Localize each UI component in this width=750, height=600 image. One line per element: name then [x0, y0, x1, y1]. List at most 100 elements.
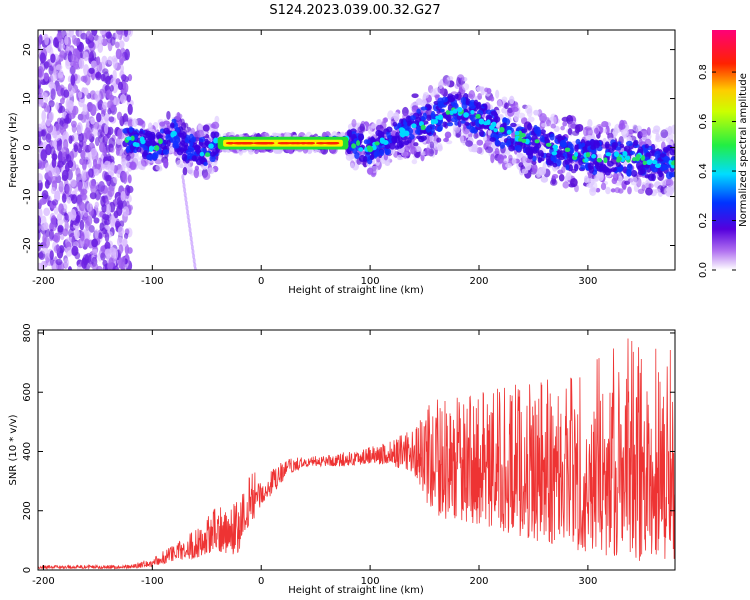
spectrogram-noise-blob	[38, 173, 43, 184]
spectrogram-noise-blob	[57, 72, 64, 79]
spectrogram-hot-blob	[420, 124, 426, 131]
spectrogram-core-blob	[470, 114, 476, 122]
spectrogram-halo-blob	[202, 172, 211, 181]
spectrogram-noise-blob	[127, 247, 133, 254]
spectrogram-noise-blob	[116, 111, 123, 121]
spectrogram-core-blob	[611, 142, 617, 150]
spectrogram-noise-blob	[83, 238, 90, 248]
spectrogram-core-blob	[407, 121, 412, 127]
spectrogram-halo-blob	[585, 127, 593, 137]
spectrogram-noise-blob	[63, 89, 70, 98]
spectrogram-noise-blob	[93, 168, 100, 176]
spectrogram-hot-blob	[551, 151, 558, 156]
spectrogram-core-blob	[499, 141, 505, 149]
spectrogram-noise-blob	[55, 102, 60, 111]
spectrogram-noise-blob	[64, 213, 69, 221]
spectrogram-core-blob	[386, 126, 393, 133]
spectrogram-noise-blob	[105, 31, 112, 39]
spectrogram-noise-blob	[127, 74, 133, 82]
spectrogram-halo-blob	[605, 125, 610, 136]
spectrogram-noise-blob	[110, 104, 116, 112]
spectrogram-halo-blob	[350, 162, 355, 169]
spectrogram-peak-blob	[315, 141, 326, 145]
spectrogram-noise-blob	[101, 204, 107, 213]
spectrogram-noise-blob	[50, 53, 56, 64]
spectrogram-noise-blob	[120, 74, 127, 82]
snr-ytick-label: 400	[22, 442, 33, 461]
spectrogram-core-blob	[589, 139, 596, 148]
spectrogram-noise-blob	[67, 160, 74, 169]
spectrogram-halo-blob	[618, 123, 626, 130]
spectrogram-core-blob	[425, 125, 431, 133]
spectrogram-noise-blob	[100, 195, 106, 208]
spectrogram-hot-blob	[493, 128, 498, 133]
spectrogram-noise-blob	[118, 40, 125, 49]
spectrogram-core-blob	[596, 165, 603, 172]
spectrogram-noise-blob	[83, 51, 89, 62]
spectrogram-halo-blob	[133, 153, 140, 163]
spectrogram-core-blob	[203, 161, 208, 166]
spectrogram-core-blob	[608, 148, 615, 154]
spectrogram-core-blob	[438, 118, 444, 125]
spectrogram-halo-blob	[545, 119, 552, 127]
spectrogram-hot-blob	[351, 143, 357, 149]
spectrogram-hot-blob	[456, 107, 463, 113]
spectrogram-noise-blob	[61, 169, 69, 181]
snr-xtick-label: -200	[32, 576, 55, 587]
snr-marks	[38, 338, 675, 570]
spectrogram-noise-blob	[107, 262, 114, 270]
spectrogram-core-blob	[384, 144, 391, 150]
spectrogram-core-blob	[366, 139, 371, 145]
spectrogram-peak-blob	[277, 141, 287, 145]
spectrogram-hot-blob	[671, 161, 675, 166]
spectrogram-core-blob	[663, 148, 669, 154]
spectrogram-core-blob	[166, 139, 171, 147]
spectrogram-noise-blob	[50, 215, 57, 228]
spectrogram-noise-blob	[108, 137, 116, 148]
spectrogram-core-blob	[659, 153, 667, 158]
spectrogram-halo-blob	[660, 129, 669, 139]
spectrogram-noise-blob	[104, 124, 109, 135]
spectrogram-noise-blob	[66, 154, 72, 163]
spectrogram-noise-blob	[118, 244, 124, 254]
spectrogram-noise-blob	[90, 182, 97, 194]
spectrogram-hot-blob	[374, 141, 380, 146]
spectrogram-core-blob	[573, 163, 579, 172]
spectrogram-noise-blob	[93, 217, 100, 224]
snr-ticks: -200 -100 0 100 200 300 0 200 400 600 800	[22, 323, 675, 587]
spectrogram-halo-blob	[166, 110, 171, 120]
spectrogram-halo-blob	[551, 174, 559, 179]
spectrogram-noise-blob	[45, 118, 51, 127]
spectrogram-halo-blob	[652, 129, 660, 134]
spectrogram-core-blob	[129, 131, 134, 137]
spectrogram-noise-blob	[75, 49, 80, 58]
spectrogram-core-blob	[662, 164, 669, 171]
spectrogram-noise-blob	[58, 203, 64, 214]
spectrogram-halo-blob	[155, 164, 163, 171]
spectrogram-core-blob	[210, 131, 216, 139]
spectrogram-core-blob	[575, 138, 581, 145]
spectrogram-halo-blob	[202, 124, 210, 132]
spectrogram-noise-blob	[114, 41, 120, 49]
spectrogram-halo-blob	[495, 89, 500, 99]
spectrogram-core-blob	[430, 110, 436, 119]
spectrogram-noise-blob	[108, 116, 115, 123]
spectrogram-core-blob	[616, 167, 622, 173]
colorbar-tick-label: 0.6	[698, 114, 709, 130]
spectrogram-core-blob	[540, 152, 545, 158]
spectrogram-core-blob	[189, 141, 194, 147]
spectrogram-noise-blob	[38, 66, 44, 78]
spectrogram-core-blob	[188, 133, 195, 142]
spectrogram-noise-blob	[123, 30, 129, 38]
spectrogram-core-blob	[392, 121, 398, 127]
spectrogram-halo-blob	[436, 137, 442, 143]
spectrogram-halo-blob	[490, 96, 495, 102]
spectrogram-halo-blob	[430, 88, 437, 97]
spectrogram-noise-blob	[94, 228, 99, 239]
spectrogram-noise-blob	[123, 34, 130, 43]
spectrogram-halo-blob	[511, 157, 517, 165]
spectrogram-halo-blob	[345, 153, 354, 161]
spectrogram-noise-blob	[127, 174, 132, 184]
spectrogram-core-blob	[527, 122, 533, 131]
